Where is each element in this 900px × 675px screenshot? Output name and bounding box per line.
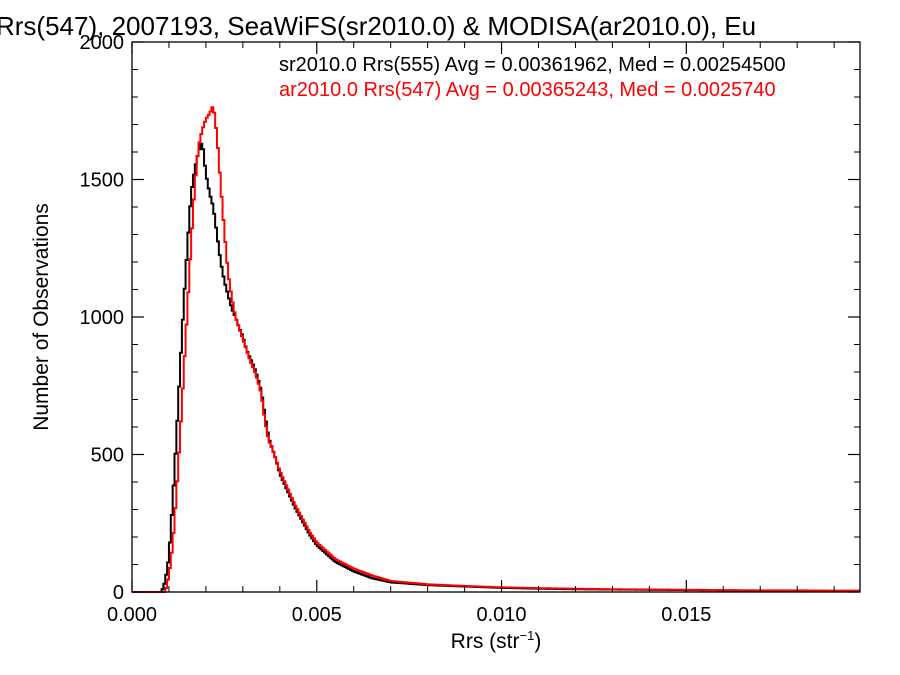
y-tick-label: 500 [91,445,124,467]
y-tick-label: 0 [113,582,124,604]
x-axis-title: Rrs (str−1) [451,628,542,653]
y-tick-label: 1500 [80,170,125,192]
y-tick-label: 1000 [80,307,125,329]
y-tick-label: 2000 [80,32,125,54]
series-layer [132,106,860,593]
legend: sr2010.0 Rrs(555) Avg = 0.00361962, Med … [279,54,786,101]
x-tick-label: 0.000 [107,604,157,626]
x-axis-title-close: ) [534,630,541,653]
chart-title: Rrs(547), 2007193, SeaWiFS(sr2010.0) & M… [0,11,756,41]
y-axis-title: Number of Observations [30,203,53,431]
x-axis-title-main: Rrs (str [451,630,520,653]
plot-frame [131,41,861,593]
x-axis-title-sup: −1 [520,628,535,643]
ticks-layer: 0.000 0.005 0.010 0.015 0 500 1000 1500 2000 [80,32,860,626]
series-line-2 [132,106,860,593]
series-line-1 [132,142,860,593]
legend-entry-2: ar2010.0 Rrs(547) Avg = 0.00365243, Med … [279,79,776,101]
legend-entry-1: sr2010.0 Rrs(555) Avg = 0.00361962, Med … [279,54,786,76]
x-tick-label: 0.010 [477,604,527,626]
x-tick-label: 0.005 [292,604,342,626]
x-tick-label: 0.015 [661,604,711,626]
